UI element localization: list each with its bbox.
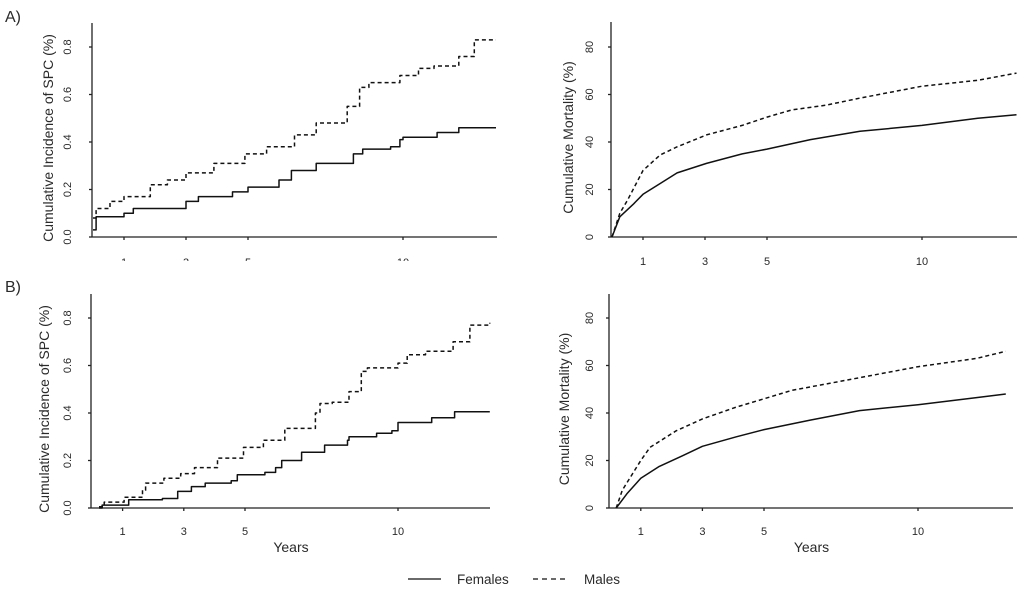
x-tick-label: 10 (916, 256, 928, 268)
y-tick-label: 0 (584, 505, 596, 511)
x-tick-label: 5 (242, 526, 248, 538)
y-tick-label: 40 (584, 136, 596, 148)
y-axis-title: Cumulative Mortality (%) (560, 61, 576, 213)
y-axis-title: Cumulative Incidence of SPC (%) (40, 34, 56, 242)
x-axis-title: Years (273, 539, 308, 555)
y-tick-label: 80 (584, 41, 596, 53)
x-tick-label: 5 (764, 256, 770, 268)
x-tick-label: 1 (640, 256, 646, 268)
panel-bottom-left: 1 3 5 10 0.0 0.2 0.4 0.6 0.8 Cumulative Incidence… (36, 294, 491, 555)
panel-label-a: A) (5, 9, 21, 26)
y-tick-label: 0.8 (62, 39, 74, 54)
series-line-females (99, 411, 490, 509)
x-tick-label: 5 (761, 526, 767, 538)
clip-mask (60, 261, 510, 279)
series-line-males (611, 72, 1017, 238)
series-line-females (611, 113, 1017, 238)
y-tick-label: 20 (584, 454, 596, 466)
x-tick-label: 10 (912, 526, 924, 538)
x-tick-label: 1 (638, 526, 644, 538)
y-tick-label: 0.6 (62, 87, 74, 102)
x-axis-title: Years (794, 539, 829, 555)
x-tick-label: 10 (392, 526, 404, 538)
y-tick-label: 60 (584, 88, 596, 100)
y-axis-title: Cumulative Mortality (%) (556, 333, 572, 485)
panel-label-b: B) (5, 279, 21, 296)
x-tick-label: 3 (181, 526, 187, 538)
series-line-males (615, 350, 1006, 509)
x-tick-label: 3 (699, 526, 705, 538)
y-tick-label: 0.8 (62, 310, 74, 325)
y-tick-label: 0.6 (62, 358, 74, 373)
y-tick-label: 0.2 (62, 182, 74, 197)
y-tick-label: 40 (584, 407, 596, 419)
legend-label-males: Males (584, 572, 620, 587)
y-tick-label: 0.4 (62, 134, 74, 149)
series-line-females (615, 393, 1006, 509)
y-tick-label: 0.0 (62, 229, 74, 244)
x-tick-label: 1 (120, 526, 126, 538)
legend-label-females: Females (457, 572, 509, 587)
y-tick-label: 0.4 (62, 405, 74, 420)
y-tick-label: 0.0 (62, 500, 74, 515)
legend: Females Males (408, 572, 620, 587)
panel-top-right: 1 3 5 10 0 20 40 60 80 Cumulative Mortality (%) (560, 22, 1017, 268)
y-tick-label: 0 (584, 234, 596, 240)
x-tick-label: 3 (702, 256, 708, 268)
y-axis-title: Cumulative Incidence of SPC (%) (36, 305, 52, 513)
y-tick-label: 80 (584, 312, 596, 324)
y-tick-label: 20 (584, 183, 596, 195)
series-line-males (93, 39, 496, 219)
series-line-males (99, 322, 491, 508)
y-tick-label: 0.2 (62, 453, 74, 468)
panel-bottom-right: 1 3 5 10 0 20 40 60 80 Cumulative Mortality (%) Ye… (556, 294, 1013, 555)
y-tick-label: 60 (584, 359, 596, 371)
series-line-females (93, 127, 496, 231)
